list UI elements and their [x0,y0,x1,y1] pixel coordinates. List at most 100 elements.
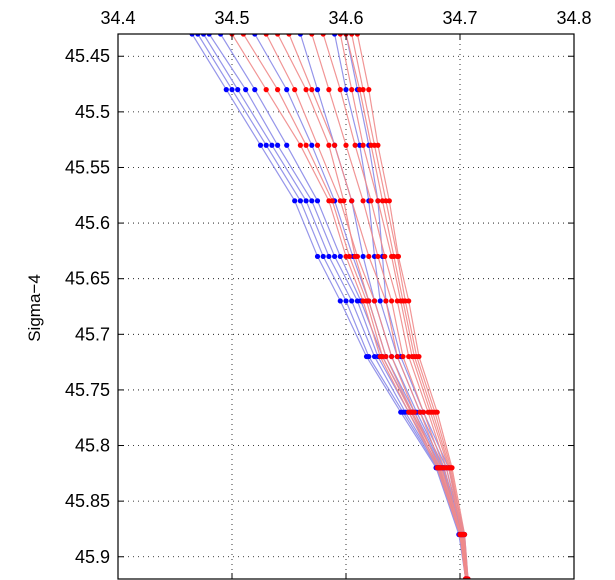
data-point-red [354,34,360,37]
data-point-red [368,198,374,204]
data-point-red [352,142,358,148]
x-tick-label: 34.5 [214,8,249,28]
data-point-red [416,353,422,360]
data-point-red [309,87,315,93]
data-point-red [349,87,355,93]
data-point-red [337,34,343,37]
y-tick-label: 45.8 [75,436,110,456]
data-point-red [389,298,395,304]
data-point-red [395,253,402,260]
data-point-blue [292,198,298,204]
data-point-blue [332,34,338,37]
data-point-blue [229,87,235,93]
data-point-red [449,465,455,471]
data-point-blue [275,142,281,148]
data-point-blue [343,298,349,304]
data-point-red [343,142,349,148]
x-tick-label: 34.7 [442,8,477,28]
data-point-blue [314,87,321,93]
data-point-red [382,253,388,260]
data-point-red [375,142,381,148]
data-point-blue [252,34,258,37]
data-point-red [360,142,366,148]
data-point-red [435,465,441,471]
y-axis-title: Sigma−4 [25,274,44,342]
data-point-red [320,34,326,37]
data-point-blue [189,34,195,37]
y-tick-label: 45.55 [65,157,110,177]
data-point-blue [297,34,303,37]
y-tick-label: 45.5 [75,102,110,122]
data-point-red [366,87,372,93]
data-point-red [379,353,386,360]
data-point-red [434,409,440,415]
data-point-red [400,353,406,360]
data-point-red [375,198,381,204]
data-point-blue [309,198,315,204]
data-point-red [349,198,355,204]
data-point-red [386,198,392,204]
grid [118,34,574,579]
data-point-blue [223,87,229,93]
data-point-red [389,353,395,360]
data-point-red [349,34,355,37]
data-point-blue [269,142,275,148]
y-tick-label: 45.7 [75,324,110,344]
data-point-blue [218,34,224,37]
data-point-red [275,34,281,37]
data-point-red [314,142,321,148]
data-point-blue [320,253,326,260]
data-point-red [263,87,269,93]
y-axis-tick-labels: 45.45 45.5 45.55 45.6 45.65 45.7 45.75 45.8 45.8… [65,46,110,567]
data-point-red [341,198,347,204]
data-point-blue [343,87,349,93]
data-point-blue [337,253,343,260]
data-point-red [371,298,378,304]
data-point-red [375,253,381,260]
data-point-red [303,87,309,93]
data-point-blue [360,253,366,260]
data-point-red [263,34,269,37]
data-point-blue [257,142,264,148]
data-point-blue [263,142,269,148]
x-tick-label: 34.4 [100,8,135,28]
data-point-red [408,409,414,415]
data-point-red [352,253,358,260]
data-point-red [463,576,469,579]
data-point-red [363,298,370,304]
data-point-red [406,298,412,304]
x-tick-label: 34.8 [556,8,591,28]
data-point-red [275,87,281,93]
data-point-red [326,142,332,148]
data-point-red [332,142,338,148]
axis-ticks [117,34,575,579]
data-point-blue [377,298,383,304]
data-point-blue [235,87,241,93]
data-point-red [326,87,332,93]
data-point-red [297,142,303,148]
data-point-blue [252,87,258,93]
data-point-red [360,198,366,204]
data-point-blue [398,409,404,415]
y-tick-label: 45.65 [65,269,110,289]
data-point-blue [206,34,212,37]
y-tick-label: 45.85 [65,491,110,511]
y-tick-label: 45.6 [75,213,110,233]
data-point-blue [314,253,321,260]
data-point-red [346,253,353,260]
data-point-red [292,87,298,93]
data-point-red [337,87,343,93]
series-points [189,34,471,579]
data-point-blue [284,142,290,148]
data-point-blue [309,142,315,148]
data-point-red [366,253,372,260]
data-point-red [383,298,389,304]
data-point-blue [195,34,201,37]
data-point-blue [284,87,290,93]
y-tick-label: 45.75 [65,380,110,400]
y-tick-label: 45.9 [75,547,110,567]
x-axis-tick-labels: 34.4 34.5 34.6 34.7 34.8 [100,8,591,28]
data-point-blue [337,298,343,304]
